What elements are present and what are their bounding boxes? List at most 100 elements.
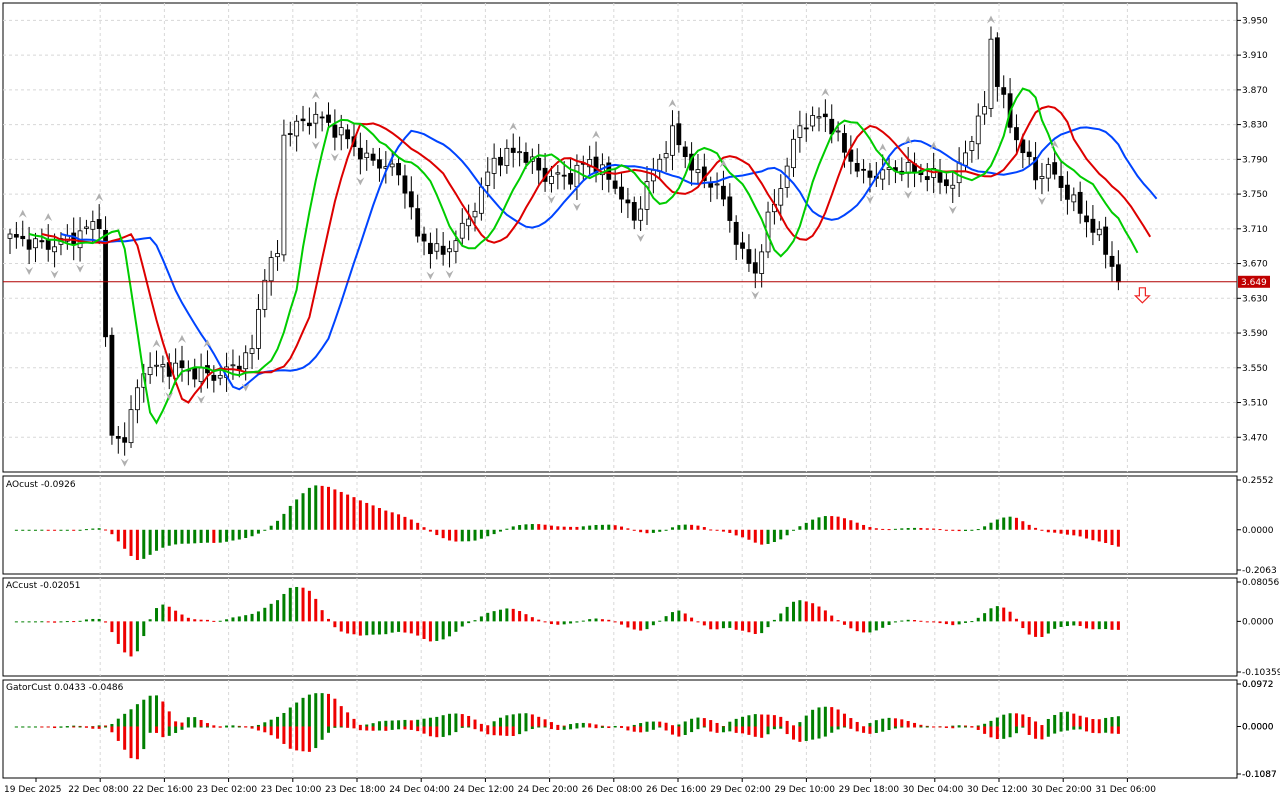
ac-bar	[327, 618, 330, 622]
gator-up-bar	[690, 718, 694, 727]
ao-bar	[1059, 529, 1063, 534]
fractal-down-icon	[356, 177, 365, 186]
gator-up-bar	[511, 714, 515, 727]
ac-bar	[167, 606, 171, 622]
ao-bar	[932, 528, 936, 530]
ac-bar	[556, 621, 560, 625]
ac-bar	[403, 621, 407, 633]
gator-up-bar	[142, 699, 146, 727]
gator-down-bar	[1078, 726, 1082, 730]
ac-bar	[295, 586, 299, 622]
gator-down-bar	[78, 726, 82, 728]
ac-bar	[836, 620, 840, 622]
ao-bar	[256, 529, 260, 534]
gator-up-bar	[728, 721, 732, 727]
gator-down-bar	[989, 726, 993, 738]
ao-bar	[129, 529, 133, 556]
gator-down-bar	[849, 726, 853, 729]
gator-down-bar	[135, 726, 139, 760]
ao-bar	[1110, 529, 1114, 546]
candle-body	[670, 125, 675, 156]
ac-bar	[734, 621, 738, 630]
candle-body	[676, 123, 682, 146]
gator-up-bar	[639, 723, 643, 727]
ao-bar	[352, 497, 356, 530]
gator-down-bar	[65, 726, 69, 728]
candle-body	[90, 221, 96, 230]
fractal-up-icon	[311, 91, 320, 100]
ao-bar	[702, 527, 706, 530]
candle-body	[1115, 264, 1121, 283]
ac-bar	[65, 621, 69, 623]
ac-bar	[448, 621, 452, 637]
ao-bar	[46, 529, 50, 531]
gator-down-bar	[199, 726, 203, 728]
y-tick-label: 0.2552	[1242, 476, 1274, 486]
gator-down-bar	[626, 726, 630, 731]
ac-bar	[530, 617, 534, 622]
ao-bar	[186, 529, 190, 544]
ao-bar	[664, 529, 668, 531]
fractal-down-icon	[165, 392, 174, 401]
candle-body	[357, 147, 363, 160]
ao-bar	[237, 529, 241, 540]
ao-bar	[327, 486, 330, 530]
gator-down-bar	[728, 726, 732, 732]
ac-bar	[492, 611, 496, 622]
ao-bar	[263, 529, 267, 531]
gator-up-bar	[855, 721, 859, 727]
ac-bar	[33, 621, 37, 623]
candle-body	[249, 348, 255, 354]
gator-up-bar	[282, 712, 286, 727]
ac-bar	[798, 600, 802, 622]
gator-up-bar	[600, 725, 604, 727]
ao-bar	[365, 502, 369, 530]
gator-down-bar	[581, 726, 585, 728]
gator-up-bar	[1085, 717, 1089, 727]
gator-up-bar	[1097, 719, 1101, 727]
x-tick-label: 22 Dec 08:00	[68, 785, 129, 795]
candle-body	[453, 240, 459, 252]
gator-down-bar	[651, 726, 655, 730]
gator-up-bar	[454, 713, 458, 727]
alligator-line-0	[60, 126, 1158, 391]
ac-bar	[263, 607, 267, 622]
gator-up-bar	[925, 725, 929, 727]
ac-bar	[562, 621, 566, 625]
gator-up-bar	[498, 717, 502, 727]
ac-bar	[123, 621, 127, 653]
ao-bar	[569, 526, 573, 530]
candle-body	[791, 138, 796, 169]
gator-down-bar	[677, 726, 681, 737]
fractal-down-icon	[948, 206, 957, 215]
gator-down-bar	[970, 726, 974, 728]
ac-bar	[231, 617, 235, 622]
ac-bar	[581, 620, 585, 622]
gator-up-bar	[881, 718, 885, 727]
fractal-down-icon	[76, 264, 85, 273]
gator-down-bar	[479, 726, 483, 732]
ao-bar	[1097, 529, 1101, 542]
candle-body	[1001, 87, 1007, 95]
ao-bar	[913, 527, 917, 530]
gator-down-bar	[575, 726, 579, 729]
gator-up-bar	[441, 715, 445, 727]
alligator-line-1	[41, 105, 1152, 404]
gator-up-bar	[1110, 717, 1114, 727]
y-tick-label: 3.950	[1242, 16, 1268, 26]
candle-body	[421, 233, 427, 242]
ac-bar	[1034, 621, 1038, 637]
ao-bar	[1040, 529, 1044, 531]
candle-body	[402, 175, 408, 194]
gator-up-bar	[358, 724, 362, 727]
ac-bar	[1078, 621, 1082, 627]
panel-frame-0	[2, 2, 1238, 473]
gator-up-bar	[562, 725, 566, 727]
ac-bar	[307, 590, 311, 622]
gator-down-bar	[734, 726, 738, 733]
fractal-down-icon	[330, 153, 339, 162]
candle-body	[1077, 191, 1083, 214]
ao-bar	[33, 529, 37, 531]
ac-bar	[944, 621, 948, 625]
